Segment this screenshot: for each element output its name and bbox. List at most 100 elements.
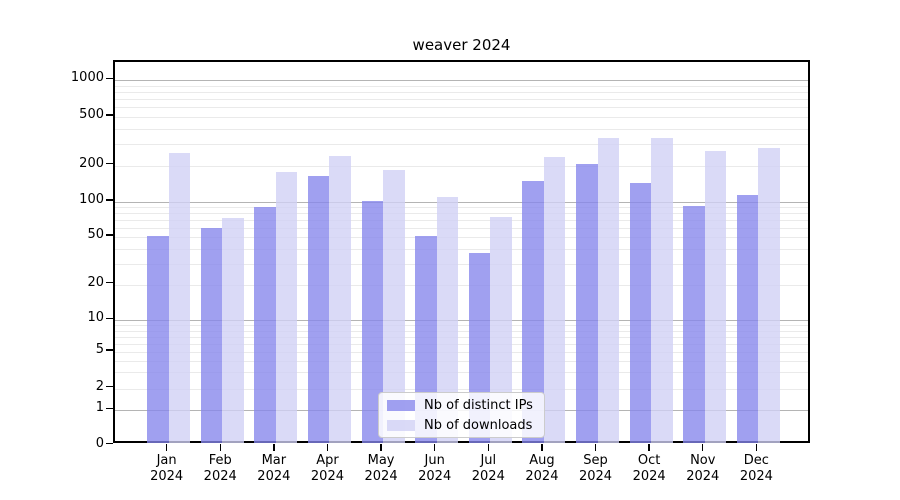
gridline-400 — [115, 128, 808, 130]
plot-area — [113, 60, 810, 444]
legend-swatch-distinct-ips — [387, 399, 415, 411]
bar-nb-of-distinct-ips-mar-2024 — [254, 207, 276, 444]
ytick-label-500: 500 — [79, 107, 104, 122]
xtick-label-jul-2024: Jul 2024 — [471, 452, 505, 484]
xtick-mark-jun-2024 — [433, 443, 436, 451]
legend-label-distinct-ips: Nb of distinct IPs — [424, 397, 533, 413]
ytick-label-20: 20 — [87, 274, 104, 290]
gridline-1000 — [115, 80, 808, 82]
bar-nb-of-downloads-mar-2024 — [275, 172, 298, 444]
bar-nb-of-downloads-jun-2024 — [436, 197, 459, 444]
gridline-4 — [115, 360, 808, 362]
bar-nb-of-distinct-ips-nov-2024 — [683, 206, 705, 444]
ytick-mark-50 — [106, 234, 113, 236]
xtick-mark-aug-2024 — [541, 443, 543, 451]
gridline-500 — [115, 117, 808, 118]
gridline-80 — [115, 213, 808, 215]
chart-title: weaver 2024 — [412, 36, 511, 54]
gridline-200 — [115, 165, 808, 167]
bar-nb-of-distinct-ips-jun-2024 — [415, 236, 437, 444]
ytick-label-1: 1 — [95, 400, 104, 416]
ytick-label-5: 5 — [95, 342, 104, 357]
bar-nb-of-downloads-oct-2024 — [651, 137, 673, 444]
ytick-mark-0 — [106, 442, 113, 445]
gridline-40 — [115, 248, 808, 250]
xtick-mark-nov-2024 — [702, 443, 704, 451]
bar-nb-of-downloads-may-2024 — [383, 169, 405, 444]
bar-nb-of-downloads-feb-2024 — [222, 217, 244, 444]
xtick-label-dec-2024: Dec 2024 — [739, 452, 773, 484]
gridline-6 — [115, 343, 808, 345]
xtick-label-oct-2024: Oct 2024 — [632, 452, 666, 484]
xtick-label-jun-2024: Jun 2024 — [418, 452, 452, 484]
bar-nb-of-downloads-nov-2024 — [704, 150, 727, 444]
ytick-label-2: 2 — [95, 378, 104, 394]
bar-nb-of-downloads-dec-2024 — [758, 148, 780, 444]
bar-nb-of-downloads-jul-2024 — [490, 217, 512, 444]
xtick-mark-jul-2024 — [487, 443, 489, 451]
gridline-90 — [115, 207, 808, 209]
gridline-70 — [115, 220, 808, 221]
bar-nb-of-downloads-sep-2024 — [597, 137, 619, 444]
xtick-label-sep-2024: Sep 2024 — [578, 452, 613, 484]
ytick-mark-2 — [106, 386, 113, 388]
ytick-label-10: 10 — [87, 310, 104, 326]
gridline-600 — [115, 107, 808, 109]
bar-nb-of-downloads-aug-2024 — [543, 156, 566, 444]
ytick-mark-20 — [106, 282, 113, 284]
xtick-label-feb-2024: Feb 2024 — [203, 452, 237, 484]
bar-nb-of-distinct-ips-jan-2024 — [147, 236, 169, 444]
gridline-800 — [115, 92, 808, 94]
gridline-300 — [115, 144, 808, 146]
gridline-60 — [115, 227, 808, 229]
xtick-mark-oct-2024 — [648, 443, 650, 451]
gridline-20 — [115, 284, 808, 286]
gridline-9 — [115, 325, 808, 327]
gridline-900 — [115, 85, 808, 87]
xtick-label-jan-2024: Jan 2024 — [150, 452, 184, 484]
bar-nb-of-distinct-ips-apr-2024 — [308, 175, 330, 444]
xtick-mark-mar-2024 — [273, 443, 275, 451]
bar-nb-of-distinct-ips-aug-2024 — [522, 181, 544, 444]
bar-nb-of-downloads-jan-2024 — [168, 152, 191, 444]
legend-row-downloads: Nb of downloads — [387, 417, 536, 433]
gridline-700 — [115, 99, 808, 101]
ytick-label-1000: 1000 — [70, 70, 104, 86]
ytick-label-100: 100 — [79, 192, 104, 207]
xtick-mark-apr-2024 — [326, 443, 329, 451]
xtick-mark-jan-2024 — [165, 443, 168, 451]
bar-nb-of-distinct-ips-feb-2024 — [200, 227, 223, 444]
gridline-2 — [115, 388, 808, 390]
gridline-100 — [115, 202, 808, 203]
bar-nb-of-distinct-ips-may-2024 — [361, 200, 384, 444]
ytick-label-0: 0 — [95, 435, 104, 451]
xtick-label-apr-2024: Apr 2024 — [310, 452, 344, 484]
ytick-mark-1 — [106, 407, 113, 409]
gridline-50 — [115, 237, 808, 238]
xtick-label-mar-2024: Mar 2024 — [257, 452, 291, 484]
xtick-label-may-2024: May 2024 — [364, 452, 398, 484]
xtick-label-aug-2024: Aug 2024 — [525, 452, 559, 484]
bar-nb-of-distinct-ips-sep-2024 — [576, 164, 598, 444]
xtick-mark-dec-2024 — [755, 443, 758, 451]
ytick-mark-100 — [106, 199, 113, 201]
ytick-label-50: 50 — [87, 227, 104, 242]
xtick-mark-feb-2024 — [219, 443, 221, 451]
xtick-label-nov-2024: Nov 2024 — [686, 452, 720, 484]
legend-row-distinct-ips: Nb of distinct IPs — [387, 397, 536, 413]
ytick-label-200: 200 — [79, 155, 104, 171]
ytick-mark-10 — [106, 317, 113, 319]
ytick-mark-500 — [106, 114, 113, 116]
xtick-mark-may-2024 — [380, 443, 382, 451]
gridline-3 — [115, 372, 808, 374]
legend: Nb of distinct IPs Nb of downloads — [378, 392, 545, 438]
gridline-8 — [115, 330, 808, 332]
legend-swatch-downloads — [387, 419, 415, 431]
gridline-10 — [115, 320, 808, 322]
bar-nb-of-distinct-ips-dec-2024 — [736, 194, 759, 444]
ytick-mark-1000 — [106, 77, 113, 79]
xtick-mark-sep-2024 — [594, 443, 597, 451]
bar-nb-of-distinct-ips-oct-2024 — [629, 182, 652, 444]
gridline-5 — [115, 352, 808, 353]
